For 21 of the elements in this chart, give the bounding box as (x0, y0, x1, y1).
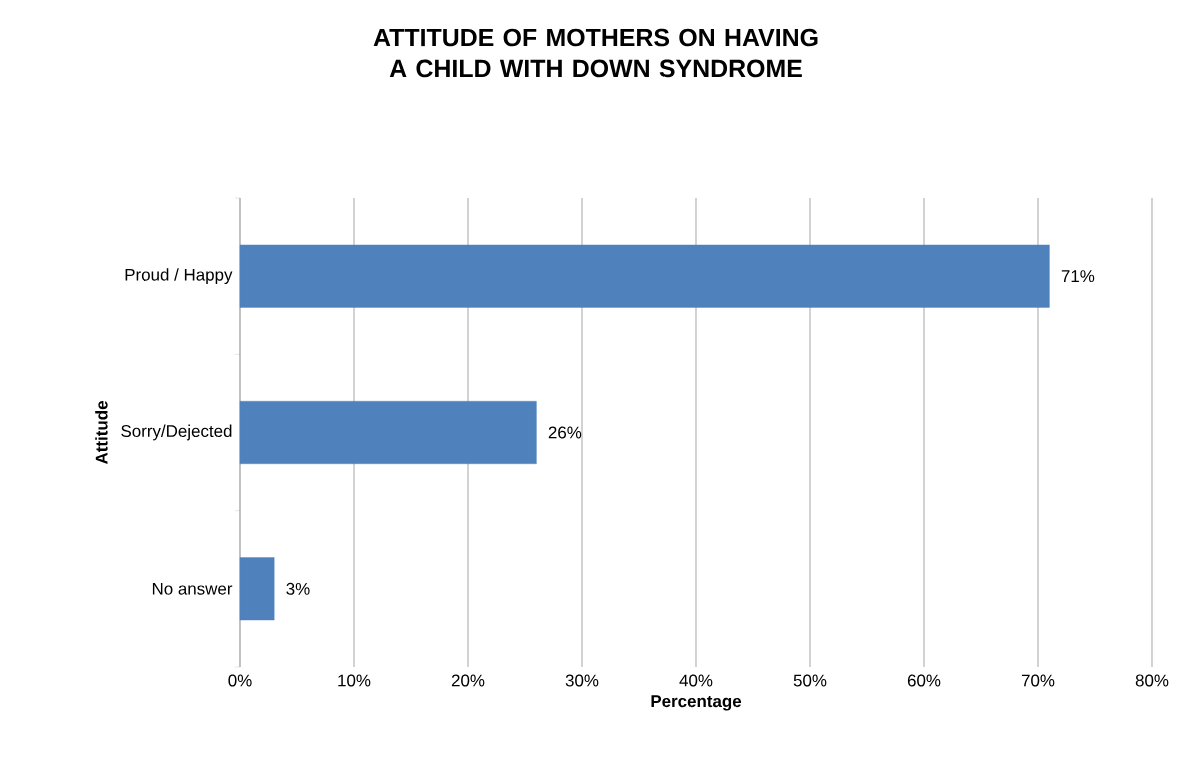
x-axis-title: Percentage (651, 695, 742, 711)
x-tick-label: 20% (451, 674, 485, 687)
y-axis-title: Attitude (95, 401, 108, 465)
x-tick-label: 70% (1021, 674, 1055, 687)
y-tick-label: Proud / Happy (125, 268, 233, 285)
data-label: 71% (1061, 270, 1095, 283)
x-tick-label: 30% (565, 674, 599, 687)
bar (239, 401, 537, 464)
chart-title: ATTITUDE OF MOTHERS ON HAVING A CHILD WITH DOWN SYNDROME (373, 28, 818, 78)
x-tick-label: 50% (793, 674, 827, 687)
data-label: 3% (286, 582, 310, 595)
x-tick-label: 10% (338, 674, 371, 687)
data-label: 26% (548, 426, 582, 439)
y-tick-label: Sorry/Dejected (121, 424, 232, 441)
x-tick-label: 80% (1135, 674, 1169, 687)
x-tick-label: 60% (907, 674, 941, 687)
x-tick-label: 40% (679, 674, 713, 687)
x-tick-label: 0% (228, 674, 252, 687)
bar (239, 244, 1050, 308)
y-tick-label: No answer (152, 582, 233, 595)
bar (239, 557, 275, 621)
